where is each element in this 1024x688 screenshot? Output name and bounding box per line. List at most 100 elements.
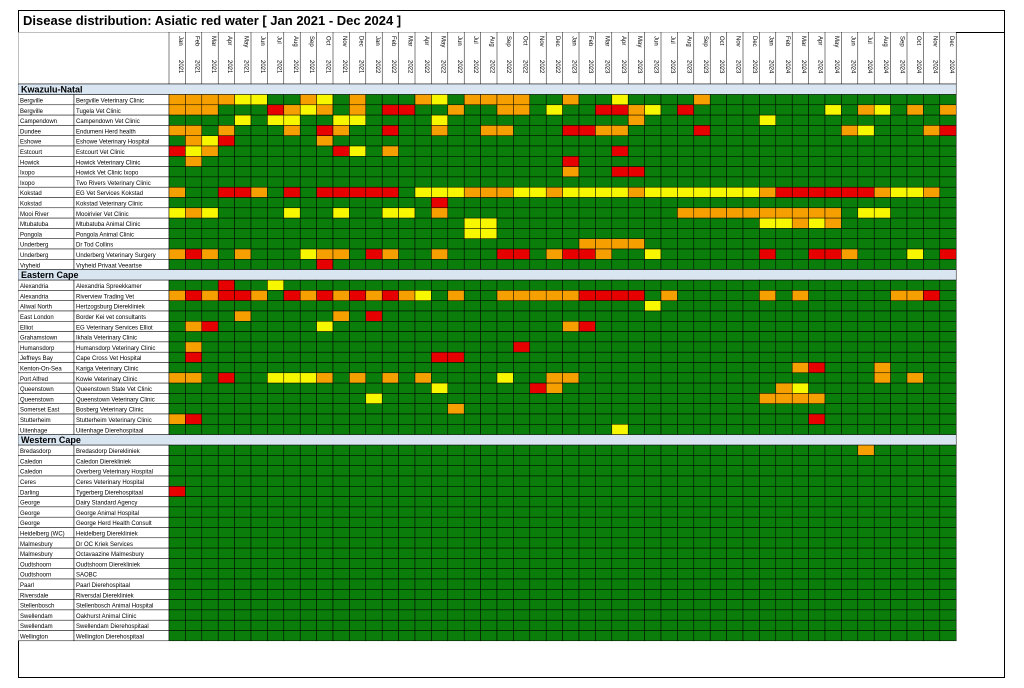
heatmap-cell xyxy=(824,186,842,198)
heatmap-cell xyxy=(578,486,596,497)
heatmap-cell xyxy=(513,537,531,549)
heatmap-cell xyxy=(529,362,547,374)
heatmap-cell xyxy=(595,321,613,332)
heatmap-cell xyxy=(726,372,744,384)
heatmap-cell xyxy=(791,465,809,477)
heatmap-cell xyxy=(250,403,268,415)
heatmap-cell xyxy=(742,279,760,291)
heatmap-cell xyxy=(873,104,891,116)
heatmap-cell xyxy=(644,382,662,394)
heatmap-cell xyxy=(496,413,514,425)
heatmap-cell xyxy=(316,279,334,291)
heatmap-cell xyxy=(365,176,383,188)
heatmap-cell xyxy=(381,290,399,301)
heatmap-cell xyxy=(463,578,481,590)
heatmap-cell xyxy=(627,362,645,374)
year-label: 2022 xyxy=(423,60,429,74)
heatmap-cell xyxy=(414,186,432,198)
heatmap-cell xyxy=(234,310,252,322)
heatmap-cell xyxy=(316,341,334,353)
heatmap-cell xyxy=(168,259,186,270)
heatmap-cell xyxy=(431,104,449,116)
heatmap-cell xyxy=(808,599,826,611)
clinic-label: Stutterheim Veterinary Clinic xyxy=(76,418,152,424)
heatmap-cell xyxy=(677,114,695,126)
heatmap-cell xyxy=(480,290,498,301)
heatmap-cell xyxy=(267,217,285,229)
town-label: Port Alfred xyxy=(20,377,48,383)
heatmap-cell xyxy=(414,166,432,178)
heatmap-cell xyxy=(398,351,416,363)
heatmap-cell xyxy=(414,94,432,106)
heatmap-cell xyxy=(349,382,367,394)
heatmap-cell xyxy=(611,321,629,332)
heatmap-cell xyxy=(513,599,531,611)
town-label: East London xyxy=(20,315,54,321)
year-label: 2024 xyxy=(948,60,954,74)
heatmap-cell xyxy=(513,135,531,147)
heatmap-cell xyxy=(545,331,563,343)
heatmap-cell xyxy=(349,568,367,580)
month-label: Dec xyxy=(554,36,560,47)
heatmap-cell xyxy=(234,207,252,219)
heatmap-cell xyxy=(906,465,924,477)
heatmap-cell xyxy=(201,589,219,600)
heatmap-cell xyxy=(775,455,793,466)
heatmap-cell xyxy=(185,125,203,136)
heatmap-cell xyxy=(906,403,924,415)
heatmap-cell xyxy=(447,331,465,343)
heatmap-cell xyxy=(332,321,350,332)
heatmap-cell xyxy=(578,619,596,631)
heatmap-cell xyxy=(349,186,367,198)
heatmap-cell xyxy=(775,279,793,291)
heatmap-cell xyxy=(398,94,416,106)
heatmap-cell xyxy=(545,166,563,178)
heatmap-cell xyxy=(709,393,727,404)
heatmap-cell xyxy=(250,516,268,528)
heatmap-cell xyxy=(857,114,875,126)
heatmap-cell xyxy=(414,527,432,539)
heatmap-cell xyxy=(299,279,317,291)
heatmap-cell xyxy=(742,578,760,590)
heatmap-cell xyxy=(562,176,580,188)
heatmap-cell xyxy=(857,578,875,590)
heatmap-cell xyxy=(414,475,432,487)
heatmap-cell xyxy=(201,186,219,198)
heatmap-cell xyxy=(644,351,662,363)
heatmap-cell xyxy=(447,104,465,116)
heatmap-cell xyxy=(726,248,744,260)
heatmap-cell xyxy=(824,176,842,188)
heatmap-cell xyxy=(611,125,629,136)
heatmap-cell xyxy=(480,424,498,435)
town-label: Elliot xyxy=(20,325,33,331)
heatmap-cell xyxy=(447,630,465,642)
heatmap-cell xyxy=(808,403,826,415)
heatmap-cell xyxy=(299,558,317,569)
heatmap-cell xyxy=(923,125,941,136)
heatmap-cell xyxy=(775,207,793,219)
heatmap-cell xyxy=(791,589,809,600)
heatmap-cell xyxy=(841,207,859,219)
heatmap-cell xyxy=(824,238,842,250)
heatmap-cell xyxy=(398,145,416,157)
heatmap-cell xyxy=(841,104,859,116)
heatmap-cell xyxy=(660,217,678,229)
heatmap-cell xyxy=(332,279,350,291)
heatmap-cell xyxy=(841,444,859,456)
heatmap-cell xyxy=(595,403,613,415)
heatmap-cell xyxy=(824,145,842,157)
heatmap-cell xyxy=(890,382,908,394)
heatmap-cell xyxy=(431,217,449,229)
town-label: Ceres xyxy=(20,480,36,486)
heatmap-cell xyxy=(447,568,465,580)
heatmap-cell xyxy=(365,300,383,312)
heatmap-cell xyxy=(201,444,219,456)
heatmap-cell xyxy=(398,537,416,549)
heatmap-cell xyxy=(332,589,350,600)
heatmap-cell xyxy=(529,351,547,363)
clinic-label: Cape Cross Vet Hospital xyxy=(76,356,141,362)
heatmap-cell xyxy=(201,413,219,425)
heatmap-cell xyxy=(791,362,809,374)
heatmap-cell xyxy=(808,382,826,394)
heatmap-cell xyxy=(660,444,678,456)
